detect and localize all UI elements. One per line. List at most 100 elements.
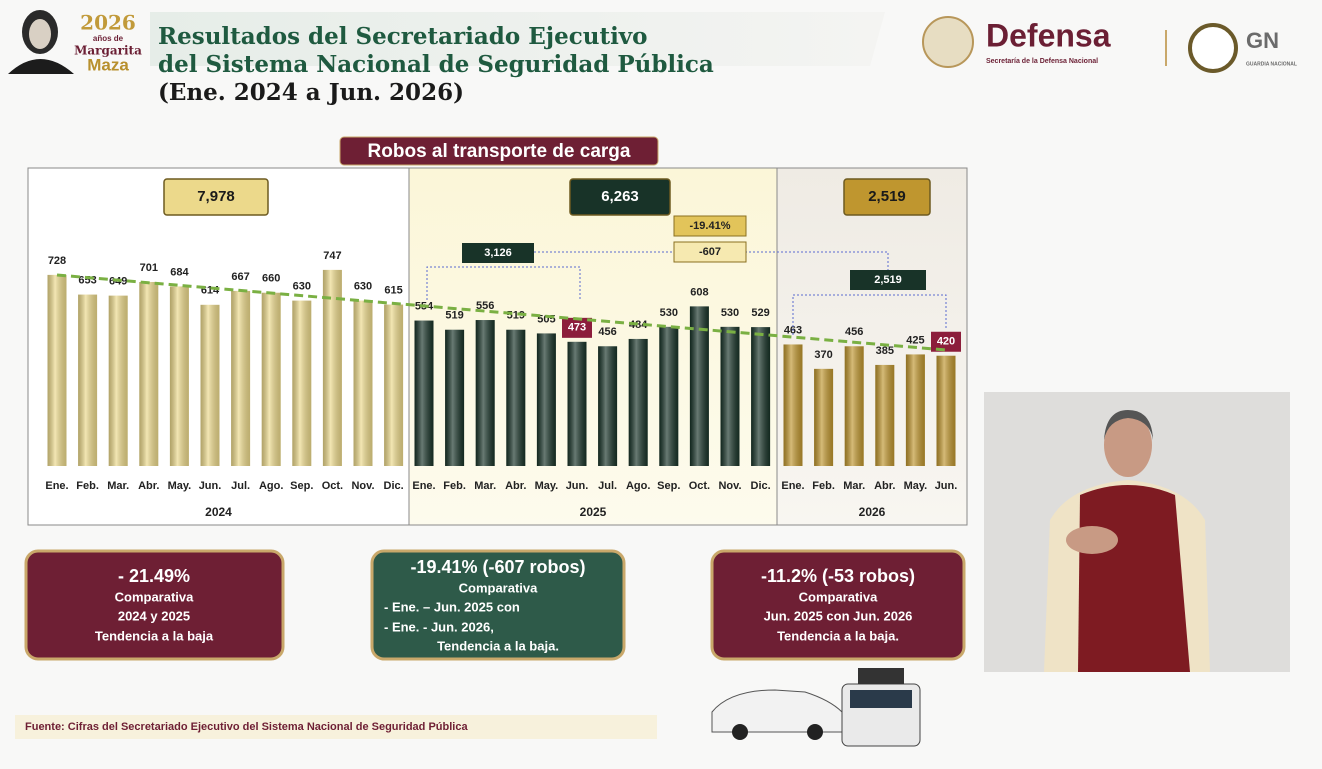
bar-shine bbox=[814, 368, 834, 466]
bar-shine bbox=[445, 329, 465, 466]
bar-shine bbox=[322, 269, 342, 466]
summary-line: - Ene. – Jun. 2025 con bbox=[384, 599, 520, 614]
x-tick-label: Ago. bbox=[626, 480, 650, 492]
value-highlight bbox=[562, 317, 592, 338]
person bbox=[1104, 413, 1152, 477]
value-label: 473 bbox=[568, 322, 586, 334]
total-box bbox=[163, 178, 269, 216]
vehicle bbox=[807, 724, 823, 740]
value-label: 456 bbox=[598, 326, 616, 338]
bar-shine bbox=[567, 341, 587, 466]
value-label: 608 bbox=[690, 286, 708, 298]
bar-shine bbox=[78, 294, 98, 466]
x-tick-label: Jun. bbox=[566, 480, 589, 492]
value-label: 684 bbox=[170, 266, 189, 278]
bar-shine bbox=[200, 304, 220, 466]
logo-portrait bbox=[29, 19, 51, 49]
x-tick-label: Feb. bbox=[812, 480, 835, 492]
vehicle bbox=[711, 689, 843, 733]
x-tick-label: Mar. bbox=[474, 480, 496, 492]
x-tick-label: May. bbox=[904, 480, 928, 492]
total-box bbox=[569, 178, 671, 216]
x-tick-label: Ene. bbox=[412, 480, 435, 492]
total-label: 7,978 bbox=[197, 188, 235, 205]
value-label: 425 bbox=[906, 334, 924, 346]
x-tick-label: Abr. bbox=[138, 480, 159, 492]
bar-shine bbox=[720, 326, 740, 466]
gn-name: GN bbox=[1246, 28, 1279, 53]
value-label: 420 bbox=[937, 336, 955, 348]
gn-emblem bbox=[1188, 23, 1238, 73]
value-label: 556 bbox=[476, 300, 494, 312]
header-band bbox=[150, 12, 885, 66]
year-label: 2025 bbox=[580, 505, 607, 519]
title: (Ene. 2024 a Jun. 2026) bbox=[158, 79, 464, 106]
bar-shine bbox=[689, 306, 709, 466]
x-tick-label: Nov. bbox=[718, 480, 741, 492]
value-label: 667 bbox=[231, 271, 249, 283]
footer-band bbox=[15, 715, 657, 739]
summary-line: Comparativa bbox=[799, 589, 879, 604]
value-label: 615 bbox=[384, 284, 402, 296]
bar-shine bbox=[414, 320, 434, 466]
value-label: 701 bbox=[140, 262, 158, 274]
source: Fuente: Cifras del Secretariado Ejecutiv… bbox=[25, 721, 468, 733]
bar-shine bbox=[384, 304, 404, 466]
x-tick-label: Abr. bbox=[505, 480, 526, 492]
bar-shine bbox=[905, 354, 925, 466]
annotation-box bbox=[673, 215, 747, 237]
annotation: 2,519 bbox=[874, 274, 902, 286]
value-label: 530 bbox=[721, 307, 739, 319]
value-label: 747 bbox=[323, 250, 341, 262]
summary-line: 2024 y 2025 bbox=[118, 608, 190, 623]
chart-title-box bbox=[339, 136, 659, 166]
person bbox=[1066, 526, 1118, 554]
person bbox=[1104, 410, 1153, 440]
x-tick-label: Jul. bbox=[598, 480, 617, 492]
x-tick-label: Ene. bbox=[781, 480, 804, 492]
value-highlight bbox=[931, 331, 961, 352]
x-tick-label: May. bbox=[535, 480, 559, 492]
x-tick-label: Ago. bbox=[259, 480, 283, 492]
summary-line: Comparativa bbox=[459, 580, 539, 595]
summary-line: - Ene. - Jun. 2026, bbox=[384, 619, 494, 634]
annotation-box bbox=[673, 241, 747, 263]
bar-shine bbox=[139, 281, 159, 466]
summary-line: Tendencia a la baja bbox=[95, 628, 214, 643]
summary-line: Jun. 2025 con Jun. 2026 bbox=[764, 608, 913, 623]
annotation: -19.41% bbox=[690, 220, 731, 232]
bracket bbox=[426, 266, 581, 300]
value-label: 660 bbox=[262, 273, 280, 285]
value-label: 484 bbox=[629, 319, 648, 331]
year-label: 2024 bbox=[205, 505, 232, 519]
title: del Sistema Nacional de Seguridad Públic… bbox=[158, 51, 714, 78]
bar-shine bbox=[108, 295, 128, 466]
bar-shine bbox=[875, 364, 895, 466]
summary-line: Tendencia a la baja. bbox=[777, 628, 899, 643]
annotation: -607 bbox=[699, 246, 721, 258]
summary-line: Tendencia a la baja. bbox=[437, 638, 559, 653]
value-label: 630 bbox=[293, 281, 311, 293]
value-label: 456 bbox=[845, 326, 863, 338]
trend-line bbox=[56, 273, 947, 352]
value-label: 519 bbox=[445, 310, 463, 322]
value-label: 529 bbox=[751, 307, 769, 319]
x-tick-label: Sep. bbox=[657, 480, 680, 492]
logo-text: Margarita bbox=[74, 44, 142, 58]
person bbox=[1078, 485, 1190, 672]
bar-shine bbox=[169, 286, 189, 466]
logo-text: años de bbox=[93, 34, 124, 43]
annotation: 3,126 bbox=[484, 247, 512, 259]
bar-shine bbox=[536, 333, 556, 466]
defensa-subtitle: Secretaría de la Defensa Nacional bbox=[986, 58, 1098, 65]
x-tick-label: Mar. bbox=[843, 480, 865, 492]
x-tick-label: Feb. bbox=[443, 480, 466, 492]
bar-shine bbox=[936, 355, 956, 466]
chart-title: Robos al transporte de carga bbox=[368, 141, 631, 162]
chart: 20247,978728Ene.653Feb.649Mar.701Abr.684… bbox=[27, 167, 968, 526]
x-tick-label: Dic. bbox=[384, 480, 404, 492]
value-label: 370 bbox=[814, 349, 832, 361]
summary-line: Comparativa bbox=[115, 589, 195, 604]
x-tick-label: Jul. bbox=[231, 480, 250, 492]
